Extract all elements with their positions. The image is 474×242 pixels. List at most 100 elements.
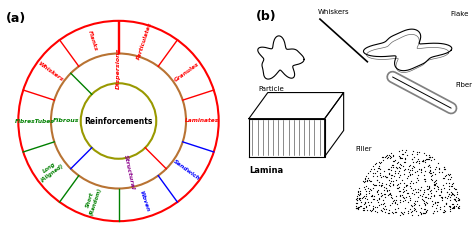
Point [380,202,387,206]
Point [425,186,432,190]
Point [427,158,435,162]
Point [386,203,393,206]
Point [371,183,379,187]
Point [383,154,390,158]
Point [429,211,437,215]
Point [426,163,433,166]
Point [431,200,439,204]
Point [374,210,381,214]
Point [411,170,419,174]
Point [413,210,420,213]
Point [362,202,369,205]
Point [421,195,429,199]
Point [353,204,360,208]
Point [366,179,374,183]
Point [417,168,425,172]
Point [355,207,362,211]
Point [399,195,406,199]
Point [438,170,446,174]
Point [450,193,458,197]
Point [385,208,393,212]
Point [441,195,449,199]
Point [423,208,431,212]
Text: Whiskers: Whiskers [37,61,64,83]
Point [384,193,392,197]
Point [407,179,415,182]
Point [382,195,389,199]
Point [353,198,361,202]
Point [435,166,443,170]
Point [379,209,386,213]
Point [354,192,362,196]
Point [440,186,447,190]
Point [410,150,417,153]
Text: Particle: Particle [258,86,284,92]
Point [409,157,416,161]
Point [455,204,463,208]
Point [383,175,391,179]
Point [416,193,424,197]
Point [450,197,458,201]
Point [380,185,388,189]
Point [379,181,386,184]
Point [453,190,461,194]
Point [439,183,447,187]
Point [429,211,437,215]
Point [395,175,402,179]
Point [431,172,438,176]
Point [377,208,384,212]
Point [406,168,413,172]
Point [401,150,409,154]
Point [410,201,418,205]
Point [360,194,368,198]
Point [399,152,407,156]
Point [408,166,415,170]
Point [441,209,449,213]
Point [362,174,370,178]
Point [392,201,399,205]
Point [411,202,419,206]
Point [371,197,378,201]
Point [436,193,444,197]
Point [428,204,436,208]
Point [374,192,382,196]
Point [393,202,401,206]
Point [374,189,381,193]
Point [420,207,428,211]
Point [419,159,427,162]
Point [419,199,427,203]
Point [395,169,403,173]
Point [428,155,436,159]
Point [387,174,395,177]
Point [406,181,413,185]
Point [374,178,381,182]
Point [415,190,422,194]
Point [360,185,368,189]
Point [406,196,414,200]
Point [445,192,453,196]
Point [356,193,364,197]
Point [419,212,427,215]
Point [421,202,429,206]
Point [425,185,433,189]
Point [420,211,428,215]
Point [355,204,363,208]
Point [409,191,416,195]
Point [442,202,450,206]
Point [450,186,458,189]
Point [387,179,395,183]
Point [379,198,387,202]
Point [382,187,389,190]
Point [365,191,373,195]
Point [448,192,456,196]
Point [406,173,413,177]
Point [426,184,433,188]
Point [407,184,414,188]
Point [353,196,361,200]
Point [397,182,404,185]
Point [386,184,393,188]
Point [401,198,409,202]
Point [389,153,396,157]
Point [381,210,388,213]
Point [377,184,384,188]
